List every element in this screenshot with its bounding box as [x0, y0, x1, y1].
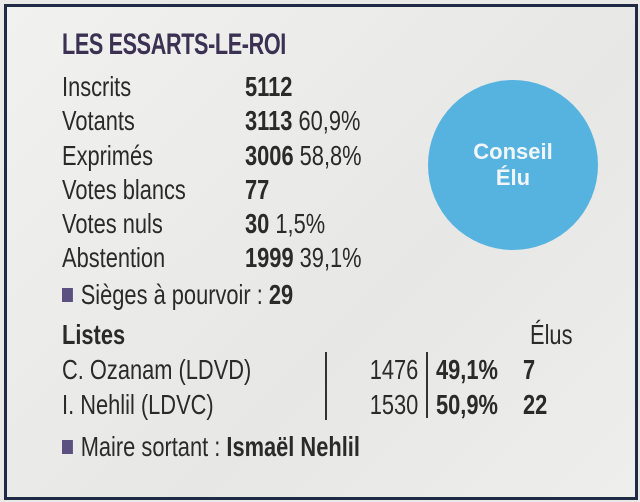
- stat-value: 30 1,5%: [245, 208, 326, 239]
- column-divider: [325, 352, 327, 420]
- stat-value: 77: [245, 174, 270, 205]
- stat-label: Inscrits: [62, 71, 132, 102]
- list-name: C. Ozanam (LDVD): [62, 354, 252, 385]
- list-elected: 7: [523, 354, 536, 385]
- stat-value: 3006 58,8%: [245, 140, 362, 171]
- list-name: I. Nehlil (LDVC): [62, 389, 214, 420]
- list-votes: 1530: [369, 389, 418, 420]
- list-pct: 49,1%: [436, 354, 498, 385]
- stat-value: 5112: [245, 71, 293, 102]
- conseil-elu-badge: Conseil Élu: [428, 80, 598, 250]
- list-elected: 22: [523, 389, 548, 420]
- elected-header: Élus: [530, 319, 573, 350]
- stat-label: Votes blancs: [62, 174, 186, 205]
- stat-value: 3113 60,9%: [245, 105, 361, 136]
- stat-value: 1999 39,1%: [245, 242, 362, 273]
- commune-title: LES ESSARTS-LE-ROI: [62, 28, 286, 61]
- list-votes: 1476: [369, 354, 418, 385]
- seats-line: Sièges à pourvoir : 29: [62, 280, 293, 310]
- lists-header: Listes: [62, 319, 126, 350]
- stat-label: Exprimés: [62, 140, 154, 171]
- column-divider: [426, 352, 428, 418]
- square-bullet-icon: [62, 288, 73, 302]
- outgoing-mayor-line: Maire sortant : Ismaël Nehlil: [62, 432, 360, 462]
- list-pct: 50,9%: [436, 389, 498, 420]
- stat-label: Votes nuls: [62, 208, 163, 239]
- badge-line-1: Conseil: [473, 139, 553, 164]
- square-bullet-icon: [62, 440, 73, 454]
- stat-label: Abstention: [62, 242, 166, 273]
- stat-label: Votants: [62, 105, 135, 136]
- badge-line-2: Élu: [495, 165, 531, 190]
